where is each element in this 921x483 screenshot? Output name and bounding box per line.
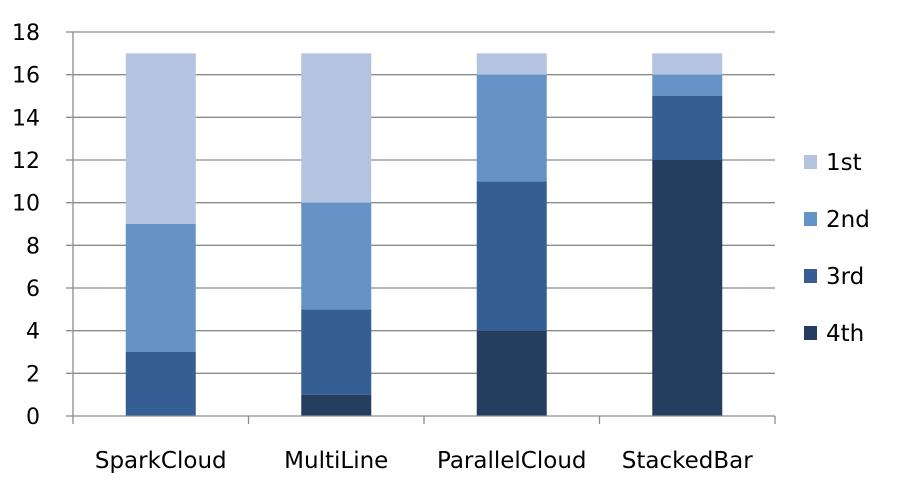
y-tick-label: 12	[12, 149, 40, 174]
y-tick-label: 6	[26, 277, 40, 302]
y-tick-label: 14	[12, 106, 40, 131]
x-category-label: SparkCloud	[95, 448, 227, 474]
bar-segment-3rd-SparkCloud	[125, 352, 196, 416]
y-tick-label: 18	[12, 21, 40, 46]
bar-segment-3rd-MultiLine	[301, 309, 372, 395]
bar-segment-2nd-StackedBar	[652, 74, 723, 96]
y-tick-label: 10	[12, 192, 40, 217]
legend-swatch-4th	[804, 326, 817, 340]
legend-swatch-2nd	[804, 212, 817, 226]
y-tick-label: 8	[26, 234, 40, 259]
legend-label-1st: 1st	[826, 150, 862, 176]
axes: 0 2 4 6 8 10 12 14 16 18 SparkCloud MultiLine Parall…	[12, 21, 776, 474]
bar-segment-1st-SparkCloud	[125, 53, 196, 225]
bar-segment-1st-StackedBar	[652, 53, 723, 75]
legend-swatch-3rd	[804, 269, 817, 283]
legend-swatch-1st	[804, 155, 817, 169]
legend: 1st 2nd 3rd 4th	[804, 150, 870, 347]
bar-segment-4th-StackedBar	[652, 160, 723, 416]
bar-segment-2nd-SparkCloud	[125, 224, 196, 352]
bars	[125, 53, 723, 416]
x-category-label: ParallelCloud	[437, 448, 587, 474]
legend-label-2nd: 2nd	[826, 207, 870, 233]
legend-label-4th: 4th	[826, 321, 864, 347]
y-tick-label: 16	[12, 64, 40, 89]
x-category-label: MultiLine	[284, 448, 388, 474]
x-category-label: StackedBar	[622, 448, 753, 474]
y-tick-label: 0	[26, 405, 40, 430]
bar-segment-2nd-MultiLine	[301, 202, 372, 310]
bar-segment-4th-ParallelCloud	[476, 330, 547, 416]
bar-segment-3rd-StackedBar	[652, 96, 723, 160]
bar-segment-3rd-ParallelCloud	[476, 181, 547, 331]
bar-segment-1st-ParallelCloud	[476, 53, 547, 75]
y-tick-label: 4	[26, 320, 40, 345]
bar-segment-1st-MultiLine	[301, 53, 372, 203]
bar-segment-4th-MultiLine	[301, 394, 372, 416]
y-tick-label: 2	[26, 362, 40, 387]
bar-segment-2nd-ParallelCloud	[476, 74, 547, 182]
legend-label-3rd: 3rd	[826, 264, 864, 290]
